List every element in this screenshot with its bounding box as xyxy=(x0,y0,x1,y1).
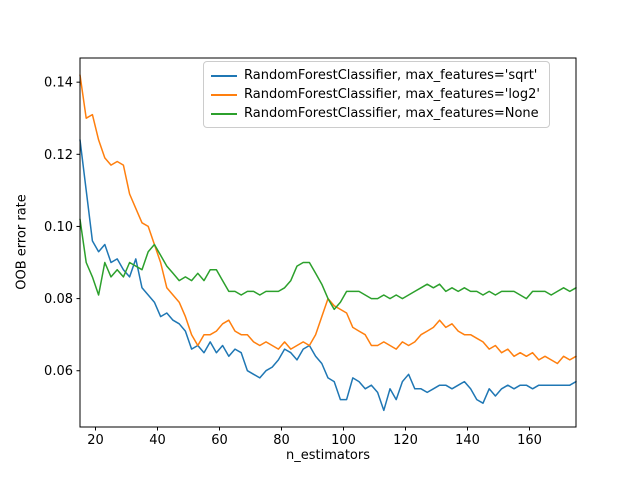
x-tick-label: 160 xyxy=(517,433,542,448)
axes-spines xyxy=(79,57,577,428)
legend-item: RandomForestClassifier, max_features='lo… xyxy=(211,86,540,103)
legend-line-sample xyxy=(211,93,237,96)
x-tick-label: 120 xyxy=(393,433,418,448)
legend-line-sample xyxy=(211,74,237,77)
legend-item: RandomForestClassifier, max_features='sq… xyxy=(211,67,540,84)
legend-item: RandomForestClassifier, max_features=Non… xyxy=(211,105,540,122)
legend-label: RandomForestClassifier, max_features='sq… xyxy=(244,68,538,83)
y-tick-label: 0.08 xyxy=(44,292,73,307)
series-line-0 xyxy=(79,139,577,412)
y-tick-label: 0.14 xyxy=(44,76,73,91)
x-tick-label: 80 xyxy=(273,433,290,448)
y-tick-label: 0.10 xyxy=(44,220,73,235)
x-tick-label: 40 xyxy=(149,433,166,448)
y-axis-label: OOB error rate xyxy=(14,194,30,290)
legend-label: RandomForestClassifier, max_features=Non… xyxy=(244,106,539,121)
legend-line-sample xyxy=(211,112,237,115)
x-tick-label: 20 xyxy=(87,433,104,448)
legend-label: RandomForestClassifier, max_features='lo… xyxy=(244,87,540,102)
series-line-2 xyxy=(79,218,577,311)
y-tick-label: 0.12 xyxy=(44,148,73,163)
legend: RandomForestClassifier, max_features='sq… xyxy=(203,61,550,128)
x-tick-label: 140 xyxy=(455,433,480,448)
x-tick-label: 100 xyxy=(331,433,356,448)
x-tick-label: 60 xyxy=(211,433,228,448)
x-axis-label: n_estimators xyxy=(285,448,371,463)
y-tick-label: 0.06 xyxy=(44,364,73,379)
